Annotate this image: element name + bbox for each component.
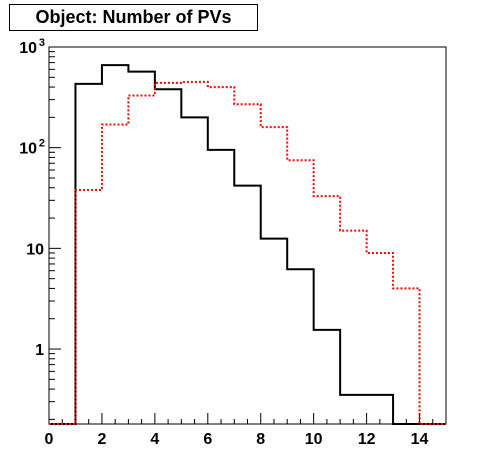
- histogram-bin: [314, 196, 340, 424]
- histogram-bin: [234, 104, 260, 424]
- histogram-bin: [261, 127, 287, 424]
- x-tick-label: 4: [150, 431, 159, 448]
- histogram-bin: [128, 72, 154, 424]
- histogram-bin: [393, 288, 419, 424]
- histogram-bin: [208, 87, 234, 424]
- histogram-bin: [75, 84, 101, 424]
- histogram-bin: [287, 269, 313, 424]
- histogram-bin: [208, 150, 234, 424]
- y-tick-exponent: 3: [39, 37, 45, 49]
- histogram-bin: [102, 124, 128, 424]
- x-tick-label: 2: [97, 431, 106, 448]
- histogram-series-black: [49, 64, 446, 425]
- histogram-bin: [287, 160, 313, 424]
- y-tick-label: 10: [26, 241, 44, 258]
- histogram-bin: [367, 253, 393, 424]
- x-tick-label: 0: [45, 431, 54, 448]
- x-tick-label: 12: [358, 431, 376, 448]
- histogram-bin: [181, 117, 207, 424]
- histogram-bin: [128, 95, 154, 424]
- x-tick-label: 8: [256, 431, 265, 448]
- y-tick-label: 10: [19, 40, 37, 57]
- histogram-bin: [75, 190, 101, 424]
- histogram-bin: [155, 89, 181, 424]
- histogram-bin: [155, 83, 181, 424]
- x-tick-label: 14: [411, 431, 429, 448]
- y-tick-label: 1: [35, 342, 44, 359]
- histogram-series-red: [49, 80, 446, 425]
- plot-frame: [48, 46, 447, 425]
- histogram-bin: [102, 65, 128, 424]
- y-tick-exponent: 2: [39, 138, 45, 150]
- histogram-bin: [234, 186, 260, 424]
- histogram-bin: [314, 330, 340, 424]
- x-tick-label: 10: [305, 431, 323, 448]
- histogram-bin: [261, 239, 287, 424]
- chart-title: Object: Number of PVs: [35, 7, 232, 27]
- y-tick-label: 10: [19, 141, 37, 158]
- x-tick-label: 6: [203, 431, 212, 448]
- histogram-bin: [181, 82, 207, 424]
- chart-title-box: Object: Number of PVs: [9, 4, 258, 31]
